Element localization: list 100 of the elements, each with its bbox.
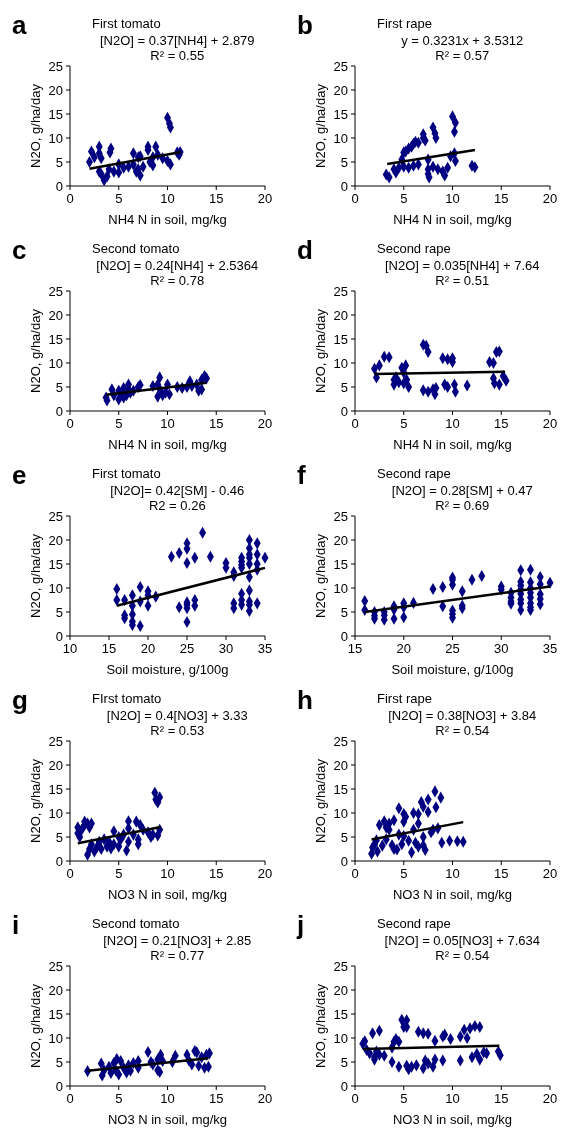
text: [N2O] = 0.28[SM] + 0.47 (391, 483, 533, 498)
y-tick-label: 15 (333, 781, 348, 797)
y-tick-label: 5 (340, 829, 348, 845)
y-tick-label: 5 (55, 829, 63, 845)
x-axis-title: NO3 N in soil, mg/kg (107, 887, 228, 902)
x-tick-label: 15 (209, 191, 224, 206)
x-axis-title: NH4 N in soil, mg/kg (108, 212, 227, 227)
y-tick-label: 10 (48, 580, 63, 596)
x-tick-label: 15 (101, 641, 117, 656)
x-tick-label: 10 (160, 416, 175, 431)
x-tick-label: 5 (115, 1091, 123, 1106)
text: a (12, 10, 27, 40)
y-tick-label: 25 (333, 283, 348, 299)
text: g (12, 685, 28, 715)
y-tick-label: 25 (48, 733, 63, 749)
text: i (12, 910, 20, 940)
text: [N2O] = 0.4[NO3] + 3.33 (106, 708, 248, 723)
x-tick-label: 10 (445, 866, 460, 881)
y-tick-label: 5 (340, 154, 348, 170)
x-tick-label: 10 (445, 416, 460, 431)
x-tick-label: 0 (351, 1091, 359, 1106)
y-tick-label: 25 (333, 58, 348, 74)
y-tick-label: 15 (333, 331, 348, 347)
y-tick-label: 20 (48, 307, 63, 323)
x-tick-label: 20 (257, 866, 273, 881)
y-tick-label: 15 (333, 1006, 348, 1022)
y-tick-label: 5 (55, 154, 63, 170)
y-tick-label: 10 (333, 805, 348, 821)
x-axis-title: NH4 N in soil, mg/kg (393, 437, 512, 452)
text: c (12, 235, 27, 265)
x-axis-title: Soil moisture, g/100g (391, 662, 514, 677)
text: R² = 0.53 (150, 723, 205, 738)
y-tick-label: 25 (48, 58, 63, 74)
y-axis-title: N2O, g/ha/day (313, 983, 328, 1068)
y-tick-label: 0 (55, 1078, 63, 1094)
x-axis-title: NO3 N in soil, mg/kg (392, 1112, 513, 1127)
x-tick-label: 20 (542, 416, 558, 431)
x-tick-label: 5 (115, 866, 123, 881)
text: R² = 0.78 (150, 273, 205, 288)
y-axis-title: N2O, g/ha/day (28, 758, 43, 843)
text: FIrst tomato (92, 691, 162, 706)
y-axis-title: N2O, g/ha/day (313, 758, 328, 843)
text: First tomato (92, 466, 161, 481)
y-tick-label: 10 (48, 805, 63, 821)
y-axis-title: N2O, g/ha/day (313, 83, 328, 168)
text: R2 = 0.26 (148, 498, 206, 513)
x-tick-label: 0 (66, 866, 74, 881)
text: R² = 0.77 (150, 948, 205, 963)
text: [N2O] = 0.035[NH4] + 7.64 (384, 258, 540, 273)
y-tick-label: 15 (333, 556, 348, 572)
text: [N2O] = 0.37[NH4] + 2.879 (99, 33, 255, 48)
text: y = 0.3231x + 3.5312 (401, 33, 524, 48)
x-tick-label: 5 (400, 191, 408, 206)
x-tick-label: 20 (396, 641, 411, 656)
y-tick-label: 10 (333, 130, 348, 146)
text: R² = 0.54 (435, 723, 490, 738)
y-tick-label: 0 (55, 853, 63, 869)
x-tick-label: 5 (115, 416, 123, 431)
y-tick-label: 25 (333, 508, 348, 524)
x-tick-label: 10 (160, 1091, 175, 1106)
text: [N2O] = 0.24[NH4] + 2.5364 (96, 258, 259, 273)
y-tick-label: 10 (333, 355, 348, 371)
text: Second rape (377, 916, 451, 931)
x-tick-label: 15 (494, 191, 509, 206)
x-axis-title: NO3 N in soil, mg/kg (107, 1112, 228, 1127)
y-axis-title: N2O, g/ha/day (28, 83, 43, 168)
x-tick-label: 10 (445, 1091, 460, 1106)
y-tick-label: 15 (48, 331, 63, 347)
y-tick-label: 10 (48, 355, 63, 371)
x-tick-label: 0 (66, 191, 74, 206)
text: [N2O] = 0.38[NO3] + 3.84 (388, 708, 537, 723)
x-tick-label: 5 (115, 191, 123, 206)
y-tick-label: 0 (55, 178, 63, 194)
y-tick-label: 20 (333, 82, 348, 98)
y-tick-label: 25 (333, 733, 348, 749)
x-tick-label: 20 (542, 191, 558, 206)
y-tick-label: 15 (48, 781, 63, 797)
text: R² = 0.55 (150, 48, 205, 63)
x-axis-title: NH4 N in soil, mg/kg (108, 437, 227, 452)
x-tick-label: 15 (209, 1091, 224, 1106)
x-tick-label: 0 (66, 416, 74, 431)
y-axis-title: N2O, g/ha/day (313, 308, 328, 393)
text: Second rape (377, 466, 451, 481)
text: f (297, 460, 306, 490)
text: R² = 0.69 (435, 498, 490, 513)
y-axis-title: N2O, g/ha/day (28, 533, 43, 618)
y-tick-label: 5 (55, 379, 63, 395)
y-axis-title: N2O, g/ha/day (28, 308, 43, 393)
y-tick-label: 20 (333, 757, 348, 773)
text: j (296, 910, 305, 940)
y-tick-label: 20 (48, 757, 63, 773)
y-tick-label: 20 (48, 532, 63, 548)
text: R² = 0.57 (435, 48, 490, 63)
x-tick-label: 10 (160, 866, 175, 881)
y-axis-title: N2O, g/ha/day (313, 533, 328, 618)
x-tick-label: 15 (494, 416, 509, 431)
y-tick-label: 0 (55, 403, 63, 419)
text: First tomato (92, 16, 161, 31)
x-tick-label: 5 (400, 866, 408, 881)
y-tick-label: 10 (333, 580, 348, 596)
